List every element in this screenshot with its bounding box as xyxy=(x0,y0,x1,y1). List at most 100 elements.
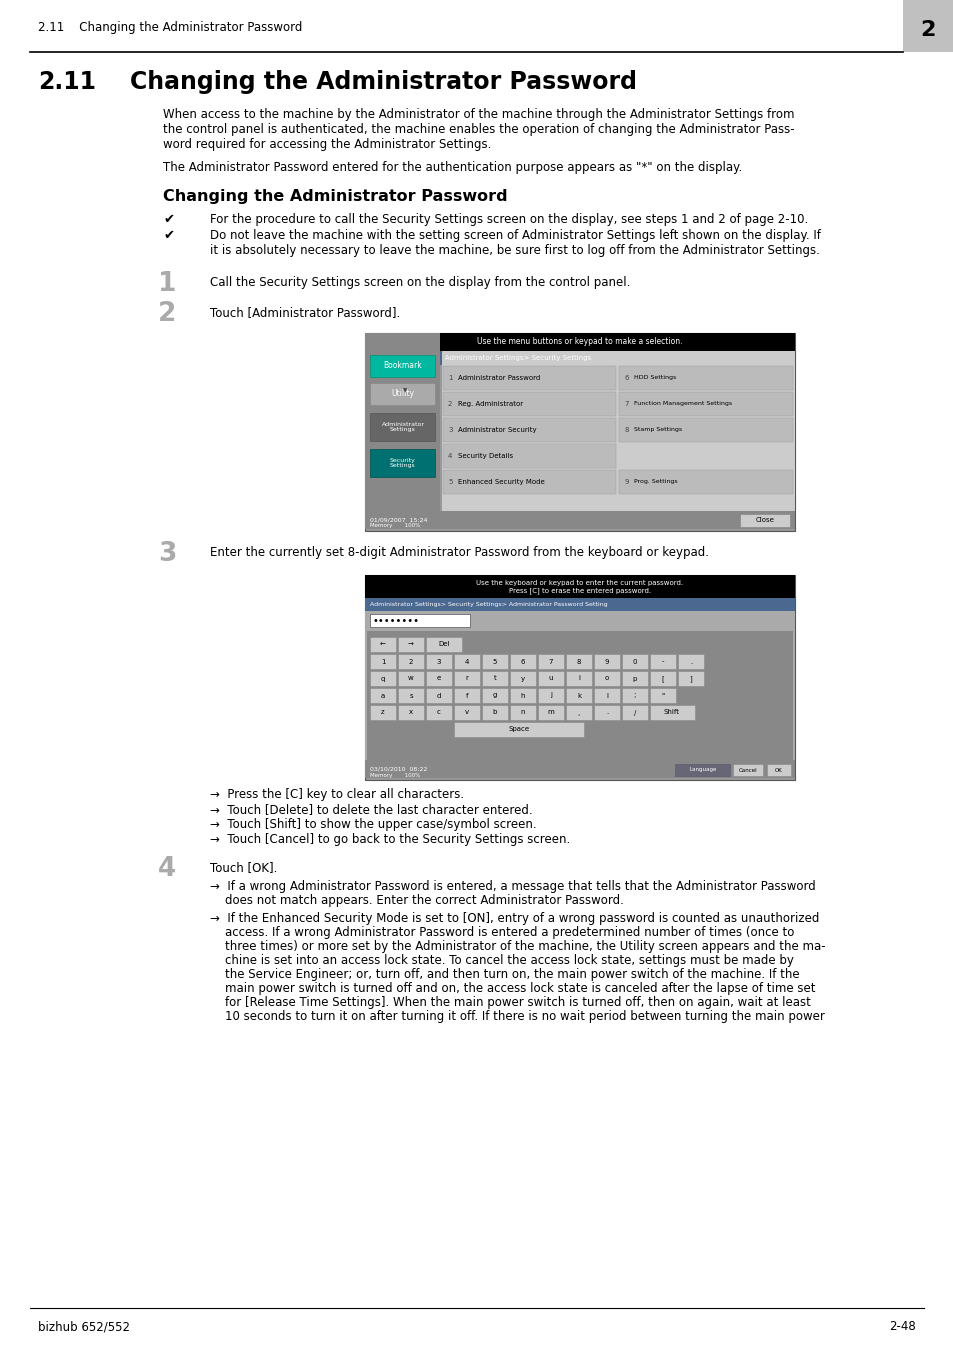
Text: ✔: ✔ xyxy=(163,213,174,225)
Bar xyxy=(481,688,507,703)
Bar xyxy=(621,705,647,720)
Bar xyxy=(510,688,536,703)
Text: Use the keyboard or keypad to enter the current password.
Press [C] to erase the: Use the keyboard or keypad to enter the … xyxy=(476,579,683,594)
Bar xyxy=(537,705,563,720)
Text: Security
Settings: Security Settings xyxy=(390,458,416,468)
Text: c: c xyxy=(436,710,440,716)
Text: Administrator Password: Administrator Password xyxy=(457,375,539,381)
Bar xyxy=(675,764,729,776)
Text: 2.11: 2.11 xyxy=(38,70,96,95)
Text: When access to the machine by the Administrator of the machine through the Admin: When access to the machine by the Admini… xyxy=(163,108,794,122)
Bar xyxy=(537,653,563,670)
Text: .: . xyxy=(689,659,691,664)
Bar xyxy=(442,418,616,441)
Bar xyxy=(442,470,616,494)
Text: 0: 0 xyxy=(632,659,637,664)
Bar xyxy=(537,688,563,703)
Bar xyxy=(649,653,676,670)
Text: 6: 6 xyxy=(624,375,628,381)
Bar xyxy=(370,705,395,720)
Bar xyxy=(454,688,479,703)
Text: Memory       100%: Memory 100% xyxy=(370,524,420,528)
Bar xyxy=(397,653,423,670)
Bar xyxy=(618,418,792,441)
Text: does not match appears. Enter the correct Administrator Password.: does not match appears. Enter the correc… xyxy=(210,894,623,907)
Bar xyxy=(618,366,792,390)
Text: Security Details: Security Details xyxy=(457,454,513,459)
Text: chine is set into an access lock state. To cancel the access lock state, setting: chine is set into an access lock state. … xyxy=(210,954,793,967)
Text: Memory       100%: Memory 100% xyxy=(370,772,420,778)
Bar xyxy=(649,688,676,703)
Text: 5: 5 xyxy=(493,659,497,664)
Text: bizhub 652/552: bizhub 652/552 xyxy=(38,1320,130,1332)
Bar xyxy=(367,630,792,760)
Text: 03/10/2010  08:22: 03/10/2010 08:22 xyxy=(370,767,427,771)
Bar xyxy=(397,637,423,652)
Text: 3: 3 xyxy=(448,427,452,433)
Text: 9: 9 xyxy=(604,659,609,664)
Text: →  Touch [Cancel] to go back to the Security Settings screen.: → Touch [Cancel] to go back to the Secur… xyxy=(210,833,570,846)
Bar xyxy=(397,688,423,703)
Text: Close: Close xyxy=(755,517,774,524)
Bar xyxy=(621,671,647,686)
Bar xyxy=(481,653,507,670)
Text: 4: 4 xyxy=(158,856,176,882)
Text: 1: 1 xyxy=(448,375,452,381)
Bar xyxy=(678,653,703,670)
Text: →  If a wrong Administrator Password is entered, a message that tells that the A: → If a wrong Administrator Password is e… xyxy=(210,880,815,892)
Bar xyxy=(442,392,616,416)
Text: y: y xyxy=(520,675,524,682)
Bar xyxy=(732,764,762,776)
Text: →: → xyxy=(408,641,414,648)
Text: b: b xyxy=(493,710,497,716)
Bar xyxy=(442,366,616,390)
Bar xyxy=(766,764,790,776)
Bar xyxy=(439,351,794,364)
Bar xyxy=(649,671,676,686)
Bar xyxy=(370,450,435,477)
Text: 9: 9 xyxy=(624,479,628,485)
Text: Reg. Administrator: Reg. Administrator xyxy=(457,401,522,406)
Text: Touch [OK].: Touch [OK]. xyxy=(210,861,277,873)
Text: 1: 1 xyxy=(380,659,385,664)
Bar xyxy=(365,612,794,761)
Text: .: . xyxy=(605,710,607,716)
Text: m: m xyxy=(547,710,554,716)
Text: Utility: Utility xyxy=(391,390,414,398)
Bar xyxy=(454,722,583,737)
Text: q: q xyxy=(380,675,385,682)
Text: →  Touch [Delete] to delete the last character entered.: → Touch [Delete] to delete the last char… xyxy=(210,803,532,815)
Text: g: g xyxy=(493,693,497,698)
Bar xyxy=(594,688,619,703)
Text: Language: Language xyxy=(689,768,716,772)
Text: 7: 7 xyxy=(624,401,628,406)
Bar xyxy=(510,705,536,720)
Bar xyxy=(621,653,647,670)
Text: ,: , xyxy=(578,710,579,716)
Text: →  If the Enhanced Security Mode is set to [ON], entry of a wrong password is co: → If the Enhanced Security Mode is set t… xyxy=(210,913,819,925)
Text: 2: 2 xyxy=(920,20,935,40)
Bar xyxy=(426,637,461,652)
Text: [: [ xyxy=(661,675,663,682)
Bar xyxy=(397,705,423,720)
Bar xyxy=(441,351,794,513)
Text: →  Press the [C] key to clear all characters.: → Press the [C] key to clear all charact… xyxy=(210,788,464,801)
Text: w: w xyxy=(408,675,414,682)
Bar xyxy=(618,470,792,494)
Text: z: z xyxy=(381,710,384,716)
Text: 3: 3 xyxy=(436,659,441,664)
Bar xyxy=(370,383,435,405)
Text: ▼: ▼ xyxy=(402,389,407,393)
Bar xyxy=(370,355,435,377)
Text: the control panel is authenticated, the machine enables the operation of changin: the control panel is authenticated, the … xyxy=(163,123,794,136)
Bar xyxy=(365,575,794,780)
Bar xyxy=(618,392,792,416)
Text: Administrator Security: Administrator Security xyxy=(457,427,536,433)
Bar xyxy=(370,653,395,670)
Bar xyxy=(902,0,953,53)
Text: t: t xyxy=(493,675,496,682)
Bar xyxy=(565,671,592,686)
Text: Enter the currently set 8-digit Administrator Password from the keyboard or keyp: Enter the currently set 8-digit Administ… xyxy=(210,545,708,559)
Bar xyxy=(365,575,794,599)
Bar xyxy=(370,614,470,626)
